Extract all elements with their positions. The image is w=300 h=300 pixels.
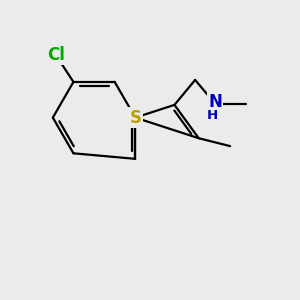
Text: Cl: Cl [47, 46, 64, 64]
Text: N: N [208, 93, 222, 111]
Text: S: S [129, 109, 141, 127]
Text: H: H [206, 110, 218, 122]
